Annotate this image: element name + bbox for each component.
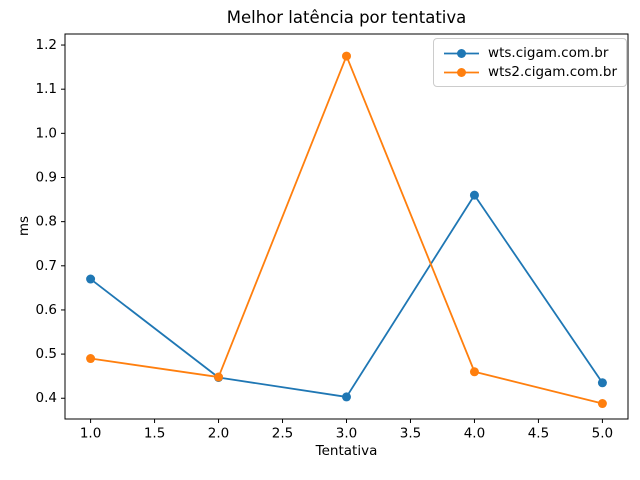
svg-text:0.4: 0.4 — [36, 390, 57, 406]
legend-line-marker-series-1 — [444, 67, 480, 77]
legend-line-marker-series-0 — [444, 48, 480, 58]
legend-label: wts2.cigam.com.br — [488, 64, 617, 80]
svg-text:2.0: 2.0 — [208, 426, 229, 442]
svg-text:1.0: 1.0 — [80, 426, 101, 442]
svg-text:1.1: 1.1 — [36, 81, 57, 97]
svg-text:0.6: 0.6 — [36, 302, 57, 318]
svg-text:0.5: 0.5 — [36, 346, 57, 362]
legend-item: wts.cigam.com.br — [443, 45, 617, 61]
svg-text:0.9: 0.9 — [36, 169, 57, 185]
svg-text:4.0: 4.0 — [464, 426, 485, 442]
svg-text:4.5: 4.5 — [528, 426, 549, 442]
chart-title: Melhor latência por tentativa — [226, 8, 467, 27]
legend-item: wts2.cigam.com.br — [443, 64, 617, 80]
svg-text:1.5: 1.5 — [144, 426, 165, 442]
svg-text:0.7: 0.7 — [36, 258, 57, 274]
svg-text:1.0: 1.0 — [36, 125, 57, 141]
y-axis-label: ms — [16, 215, 32, 237]
legend: wts.cigam.com.br wts2.cigam.com.br — [433, 38, 627, 87]
x-axis-label: Tentativa — [315, 443, 378, 459]
svg-text:1.2: 1.2 — [36, 37, 57, 53]
svg-text:5.0: 5.0 — [592, 426, 613, 442]
svg-text:0.8: 0.8 — [36, 214, 57, 230]
svg-text:2.5: 2.5 — [272, 426, 293, 442]
legend-label: wts.cigam.com.br — [488, 45, 609, 61]
svg-text:3.5: 3.5 — [400, 426, 421, 442]
svg-text:3.0: 3.0 — [336, 426, 357, 442]
